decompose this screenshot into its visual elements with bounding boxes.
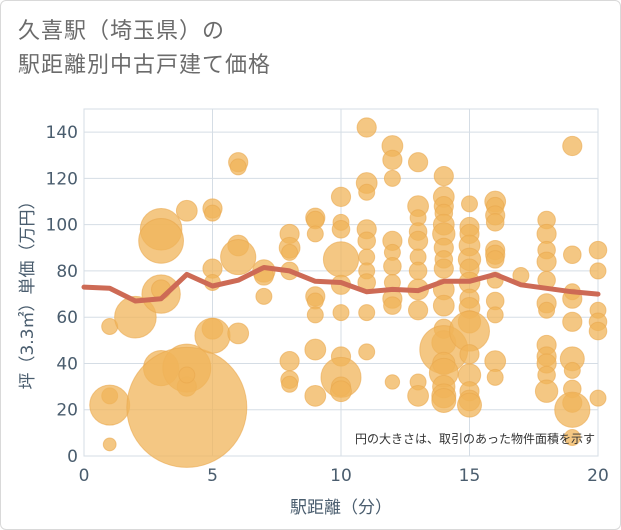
- chart-title: 久喜駅（埼玉県）の 駅距離別中古戸建て価格: [18, 15, 271, 83]
- bubble-point: [554, 391, 591, 428]
- bubble-point: [461, 195, 478, 213]
- y-tick-label: 120: [46, 169, 78, 189]
- bubble-point: [227, 322, 250, 345]
- bubble-point: [486, 368, 504, 386]
- bubble-point: [484, 350, 507, 373]
- average-price-line: [81, 265, 601, 304]
- bubble-point: [457, 392, 482, 418]
- bubble-point: [433, 165, 454, 187]
- bubble-point: [279, 351, 300, 372]
- bubble-series: [89, 117, 608, 468]
- y-tick-label: 20: [56, 401, 78, 421]
- bubble-point: [485, 213, 505, 232]
- bubble-point: [138, 217, 185, 264]
- x-tick-label: 20: [587, 466, 609, 486]
- y-tick-label: 80: [56, 262, 78, 282]
- bubble-point: [89, 384, 131, 426]
- x-axis-label: 駅距離（分）: [290, 498, 392, 518]
- bubble-point: [459, 344, 480, 365]
- bubble-point: [304, 384, 327, 407]
- y-tick-label: 0: [67, 447, 78, 467]
- bubble-point: [330, 186, 352, 208]
- bubble-point: [433, 258, 454, 279]
- bubble-point: [114, 295, 157, 339]
- bubble-point: [538, 301, 556, 319]
- y-axis-ticks: 0 20 40 60 80 100 120 140: [46, 123, 78, 467]
- bubble-size-note: 円の大きさは、取引のあった物件面積を示す: [355, 431, 595, 446]
- bubble-point: [332, 304, 350, 322]
- x-tick-label: 10: [330, 466, 352, 486]
- y-tick-label: 60: [56, 308, 78, 328]
- bubble-point: [588, 240, 608, 260]
- bubble-point: [563, 428, 581, 446]
- y-tick-label: 100: [46, 216, 78, 236]
- bubble-point: [175, 199, 198, 222]
- bubble-point: [408, 152, 429, 173]
- bubble-point: [384, 374, 401, 390]
- bubble-point: [220, 238, 257, 276]
- bubble-point: [358, 304, 376, 322]
- bubble-point: [382, 149, 403, 170]
- bubble-point: [306, 225, 324, 243]
- bubble-point: [304, 338, 327, 361]
- bubble-point: [408, 261, 428, 281]
- bubble-point: [589, 262, 607, 280]
- bubble-point: [383, 257, 402, 276]
- bubble-point: [536, 251, 557, 272]
- bubble-point: [281, 375, 299, 393]
- y-tick-label: 140: [46, 123, 78, 143]
- bubble-point: [331, 219, 351, 239]
- bubble-point: [536, 223, 557, 245]
- bubble-point: [358, 183, 376, 201]
- bubble-point: [563, 361, 581, 379]
- bubble-point: [588, 321, 608, 341]
- bubble-point: [562, 135, 583, 157]
- x-tick-label: 15: [459, 466, 481, 486]
- bubble-point: [486, 306, 504, 324]
- chart-title-line-2: 駅距離別中古戸建て価格: [18, 53, 272, 78]
- bubble-point: [562, 311, 583, 332]
- bubble-point: [431, 387, 457, 413]
- bubble-point: [408, 230, 429, 251]
- bubble-point: [102, 437, 117, 452]
- bubble-point: [485, 250, 505, 269]
- bubble-point: [229, 158, 247, 176]
- bubble-point: [255, 287, 273, 305]
- bubble-point: [589, 389, 607, 407]
- bubble-point: [330, 380, 352, 403]
- bubble-point: [306, 306, 324, 324]
- bubble-point: [178, 366, 196, 384]
- bubble-point: [281, 243, 299, 261]
- bubble-point: [356, 117, 377, 138]
- y-axis-label: 坪（3.3㎡）単価（万円）: [18, 192, 38, 389]
- bubble-point: [194, 317, 231, 354]
- x-axis-ticks: 0 5 10 15 20: [79, 466, 609, 486]
- bubble-point: [407, 384, 430, 407]
- bubble-point: [204, 204, 221, 222]
- bubble-point: [357, 231, 377, 251]
- chart-title-line-1: 久喜駅（埼玉県）の: [18, 19, 226, 44]
- bubble-point: [383, 169, 401, 187]
- y-tick-label: 40: [56, 354, 78, 374]
- bubble-point: [358, 343, 376, 361]
- bubble-point: [383, 296, 402, 315]
- bubble-point: [534, 379, 559, 403]
- bubble-point: [432, 294, 455, 317]
- x-tick-label: 5: [207, 466, 218, 486]
- bubble-point: [322, 241, 360, 278]
- bubble-point: [563, 245, 582, 265]
- bubble-point: [408, 300, 429, 321]
- x-tick-label: 0: [79, 466, 90, 486]
- bubble-point: [126, 346, 248, 468]
